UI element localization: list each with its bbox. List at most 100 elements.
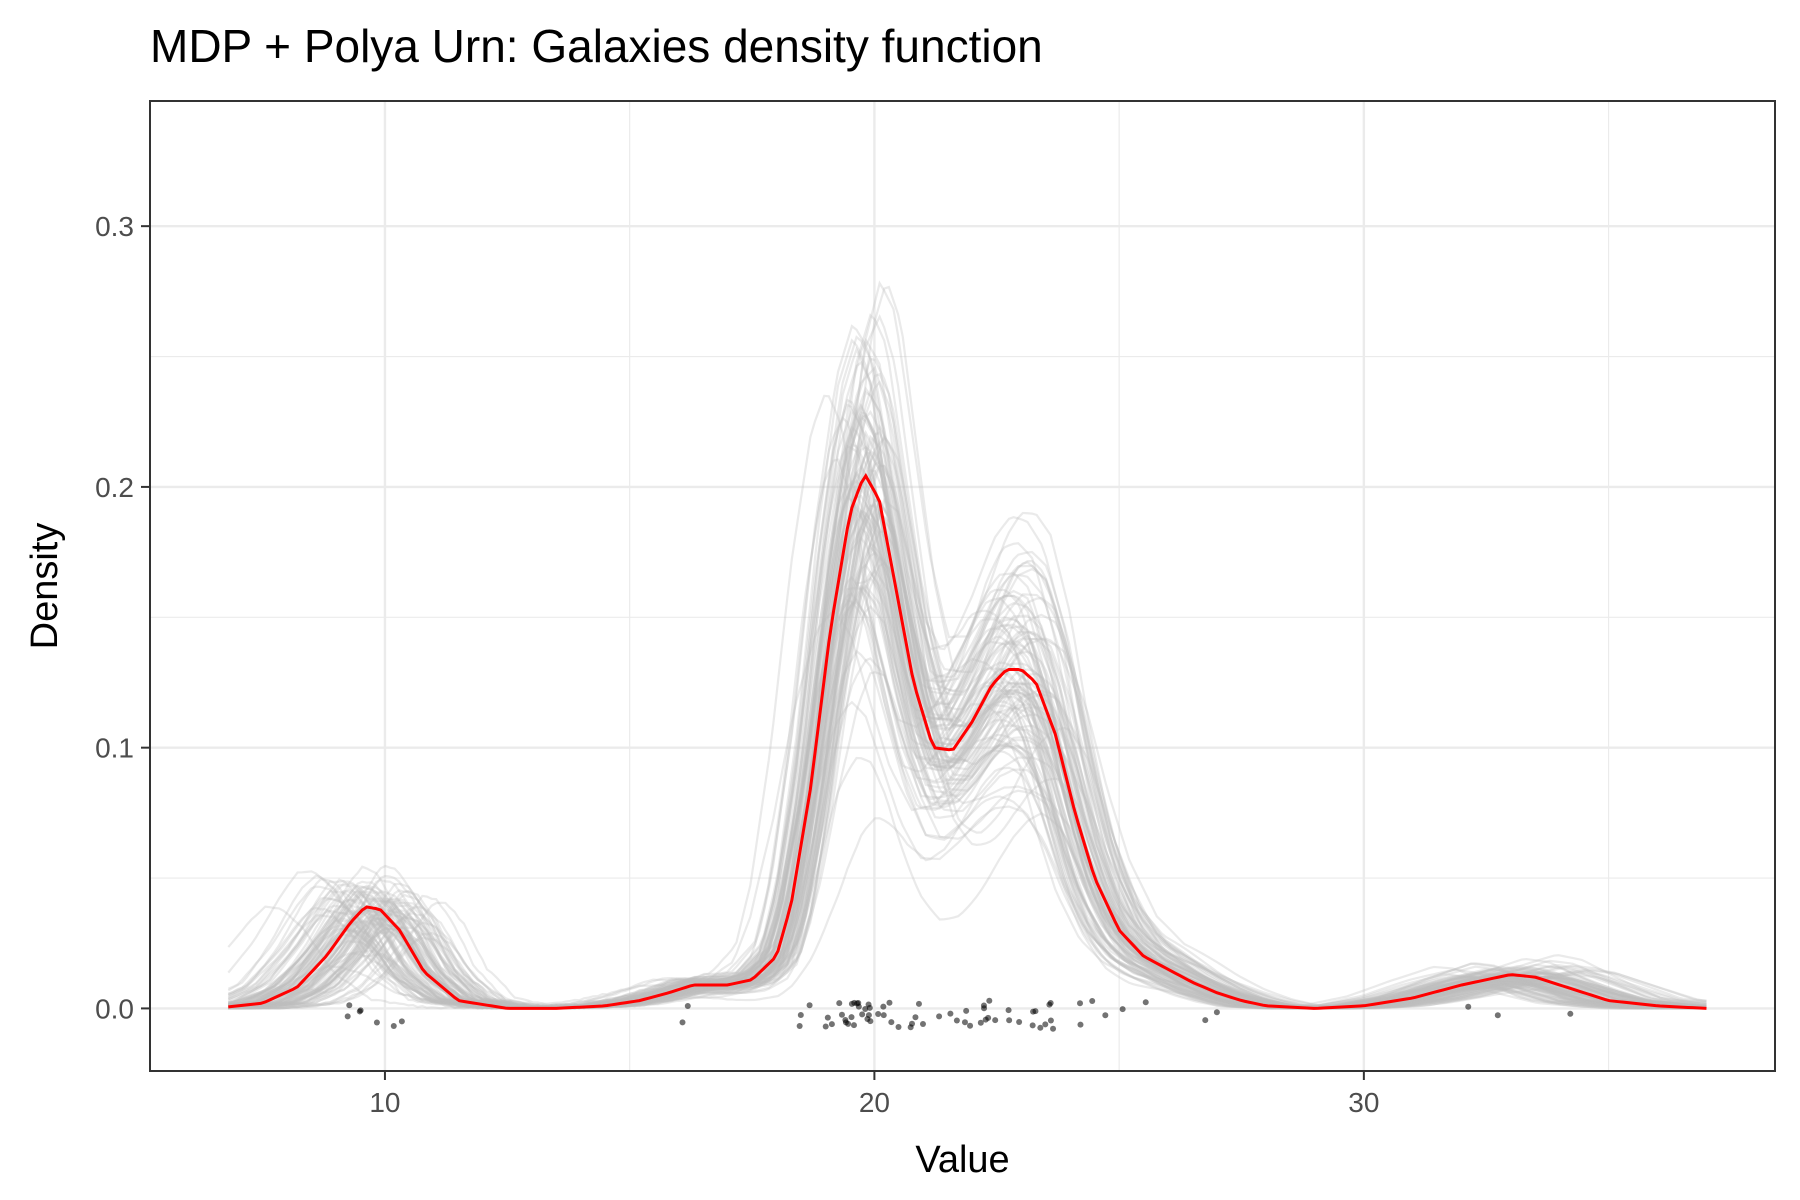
panel-border [149,100,1776,1072]
grid-lines [150,101,1775,1071]
posterior-draw-line [227,601,1707,1010]
posterior-draw-line [228,509,1707,1010]
observation-point [986,997,993,1004]
observation-point [967,1022,974,1029]
x-tick-label: 30 [1348,1087,1379,1118]
observation-point [895,1023,902,1030]
observation-point [1077,1021,1084,1028]
axis-ticks: 10 20 30 0.0 0.1 0.2 0.3 [95,211,1379,1118]
observation-point [1042,1021,1049,1028]
y-tick-label: 0.2 [95,472,134,503]
observation-point [679,1019,686,1026]
posterior-draw-line [227,502,1707,1010]
observation-point [886,999,893,1006]
observation-point [992,1017,999,1024]
posterior-draw-line [227,415,1707,1010]
posterior-draw-line [228,592,1707,1010]
posterior-draw-line [228,511,1707,1010]
observation-point [1089,997,1096,1004]
posterior-draw-line [227,494,1707,1010]
observation-point [842,1019,849,1026]
posterior-draw-line [228,649,1707,1010]
posterior-draw-line [228,499,1707,1010]
posterior-draw-line [227,608,1707,1010]
posterior-draw-line [228,410,1707,1010]
observation-point [880,1003,887,1010]
observation-points [344,997,1574,1032]
observation-point [822,1023,829,1030]
observation-point [836,1000,843,1007]
y-tick-label: 0.0 [95,993,134,1024]
observation-point [1050,1025,1057,1032]
observation-point [398,1018,405,1025]
posterior-draw-line [228,464,1707,1010]
posterior-draw-line [228,479,1707,1010]
observation-point [912,1014,919,1021]
observation-point [888,1019,895,1026]
observation-point [1047,999,1054,1006]
observation-point [848,1000,855,1007]
observation-point [1465,1003,1472,1010]
observation-point [1077,1000,1084,1007]
posterior-draw-line [227,464,1707,1010]
y-tick-label: 0.1 [95,733,134,764]
observation-point [1047,1017,1054,1024]
posterior-draw-line [228,411,1707,1010]
posterior-draw-line [228,346,1707,1010]
posterior-draw-line [228,583,1707,1010]
posterior-draw-line [228,657,1707,1010]
posterior-draw-line [228,508,1707,1010]
observation-point [1037,1024,1044,1031]
observation-point [1102,1012,1109,1019]
posterior-draw-line [228,503,1707,1010]
observation-point [867,1018,874,1025]
observation-point [848,1014,855,1021]
posterior-draw-line [228,403,1707,1010]
observation-point [1567,1010,1574,1017]
posterior-draw-line [228,460,1707,1010]
posterior-draw-line [228,536,1707,1010]
posterior-draw-line [227,542,1707,1010]
observation-point [850,1022,857,1029]
posterior-draw-line [228,604,1707,1010]
posterior-draw-line [228,313,1707,1010]
observation-point [684,1002,691,1009]
posterior-draw-line [228,463,1707,1010]
observation-point [1030,1008,1037,1015]
posterior-draw-line [228,700,1707,1010]
posterior-draw-line [228,380,1707,1010]
observation-point [838,1011,845,1018]
posterior-draw-line [228,434,1707,1010]
posterior-draw-line [228,598,1707,1010]
x-tick-label: 10 [369,1087,400,1118]
observation-point [1119,1006,1126,1013]
observation-point [344,1013,351,1020]
posterior-draw-line [228,390,1707,1010]
observation-point [859,1011,866,1018]
posterior-draw-line [228,338,1707,1010]
posterior-draw-line [228,451,1707,1010]
observation-point [985,1014,992,1021]
posterior-draw-line [228,402,1707,1010]
x-axis-title: Value [915,1139,1009,1181]
posterior-draw-line [227,324,1707,1010]
observation-point [824,1014,831,1021]
posterior-draw-line [228,280,1707,1010]
observation-point [1029,1022,1036,1029]
posterior-mean [228,473,1707,1010]
observation-point [947,1010,954,1017]
observation-point [806,1002,813,1009]
observation-point [1006,1017,1013,1024]
posterior-draw-line [228,512,1707,1010]
observation-point [915,1000,922,1007]
posterior-draw-line [228,498,1707,1010]
posterior-draw-line [228,450,1707,1010]
observation-point [1016,1018,1023,1025]
observation-point [346,1002,353,1009]
posterior-draw-line [228,445,1707,1010]
posterior-draw-line [228,398,1707,1010]
observation-point [919,1021,926,1028]
observation-point [1005,1007,1012,1014]
observation-point [977,1019,984,1026]
